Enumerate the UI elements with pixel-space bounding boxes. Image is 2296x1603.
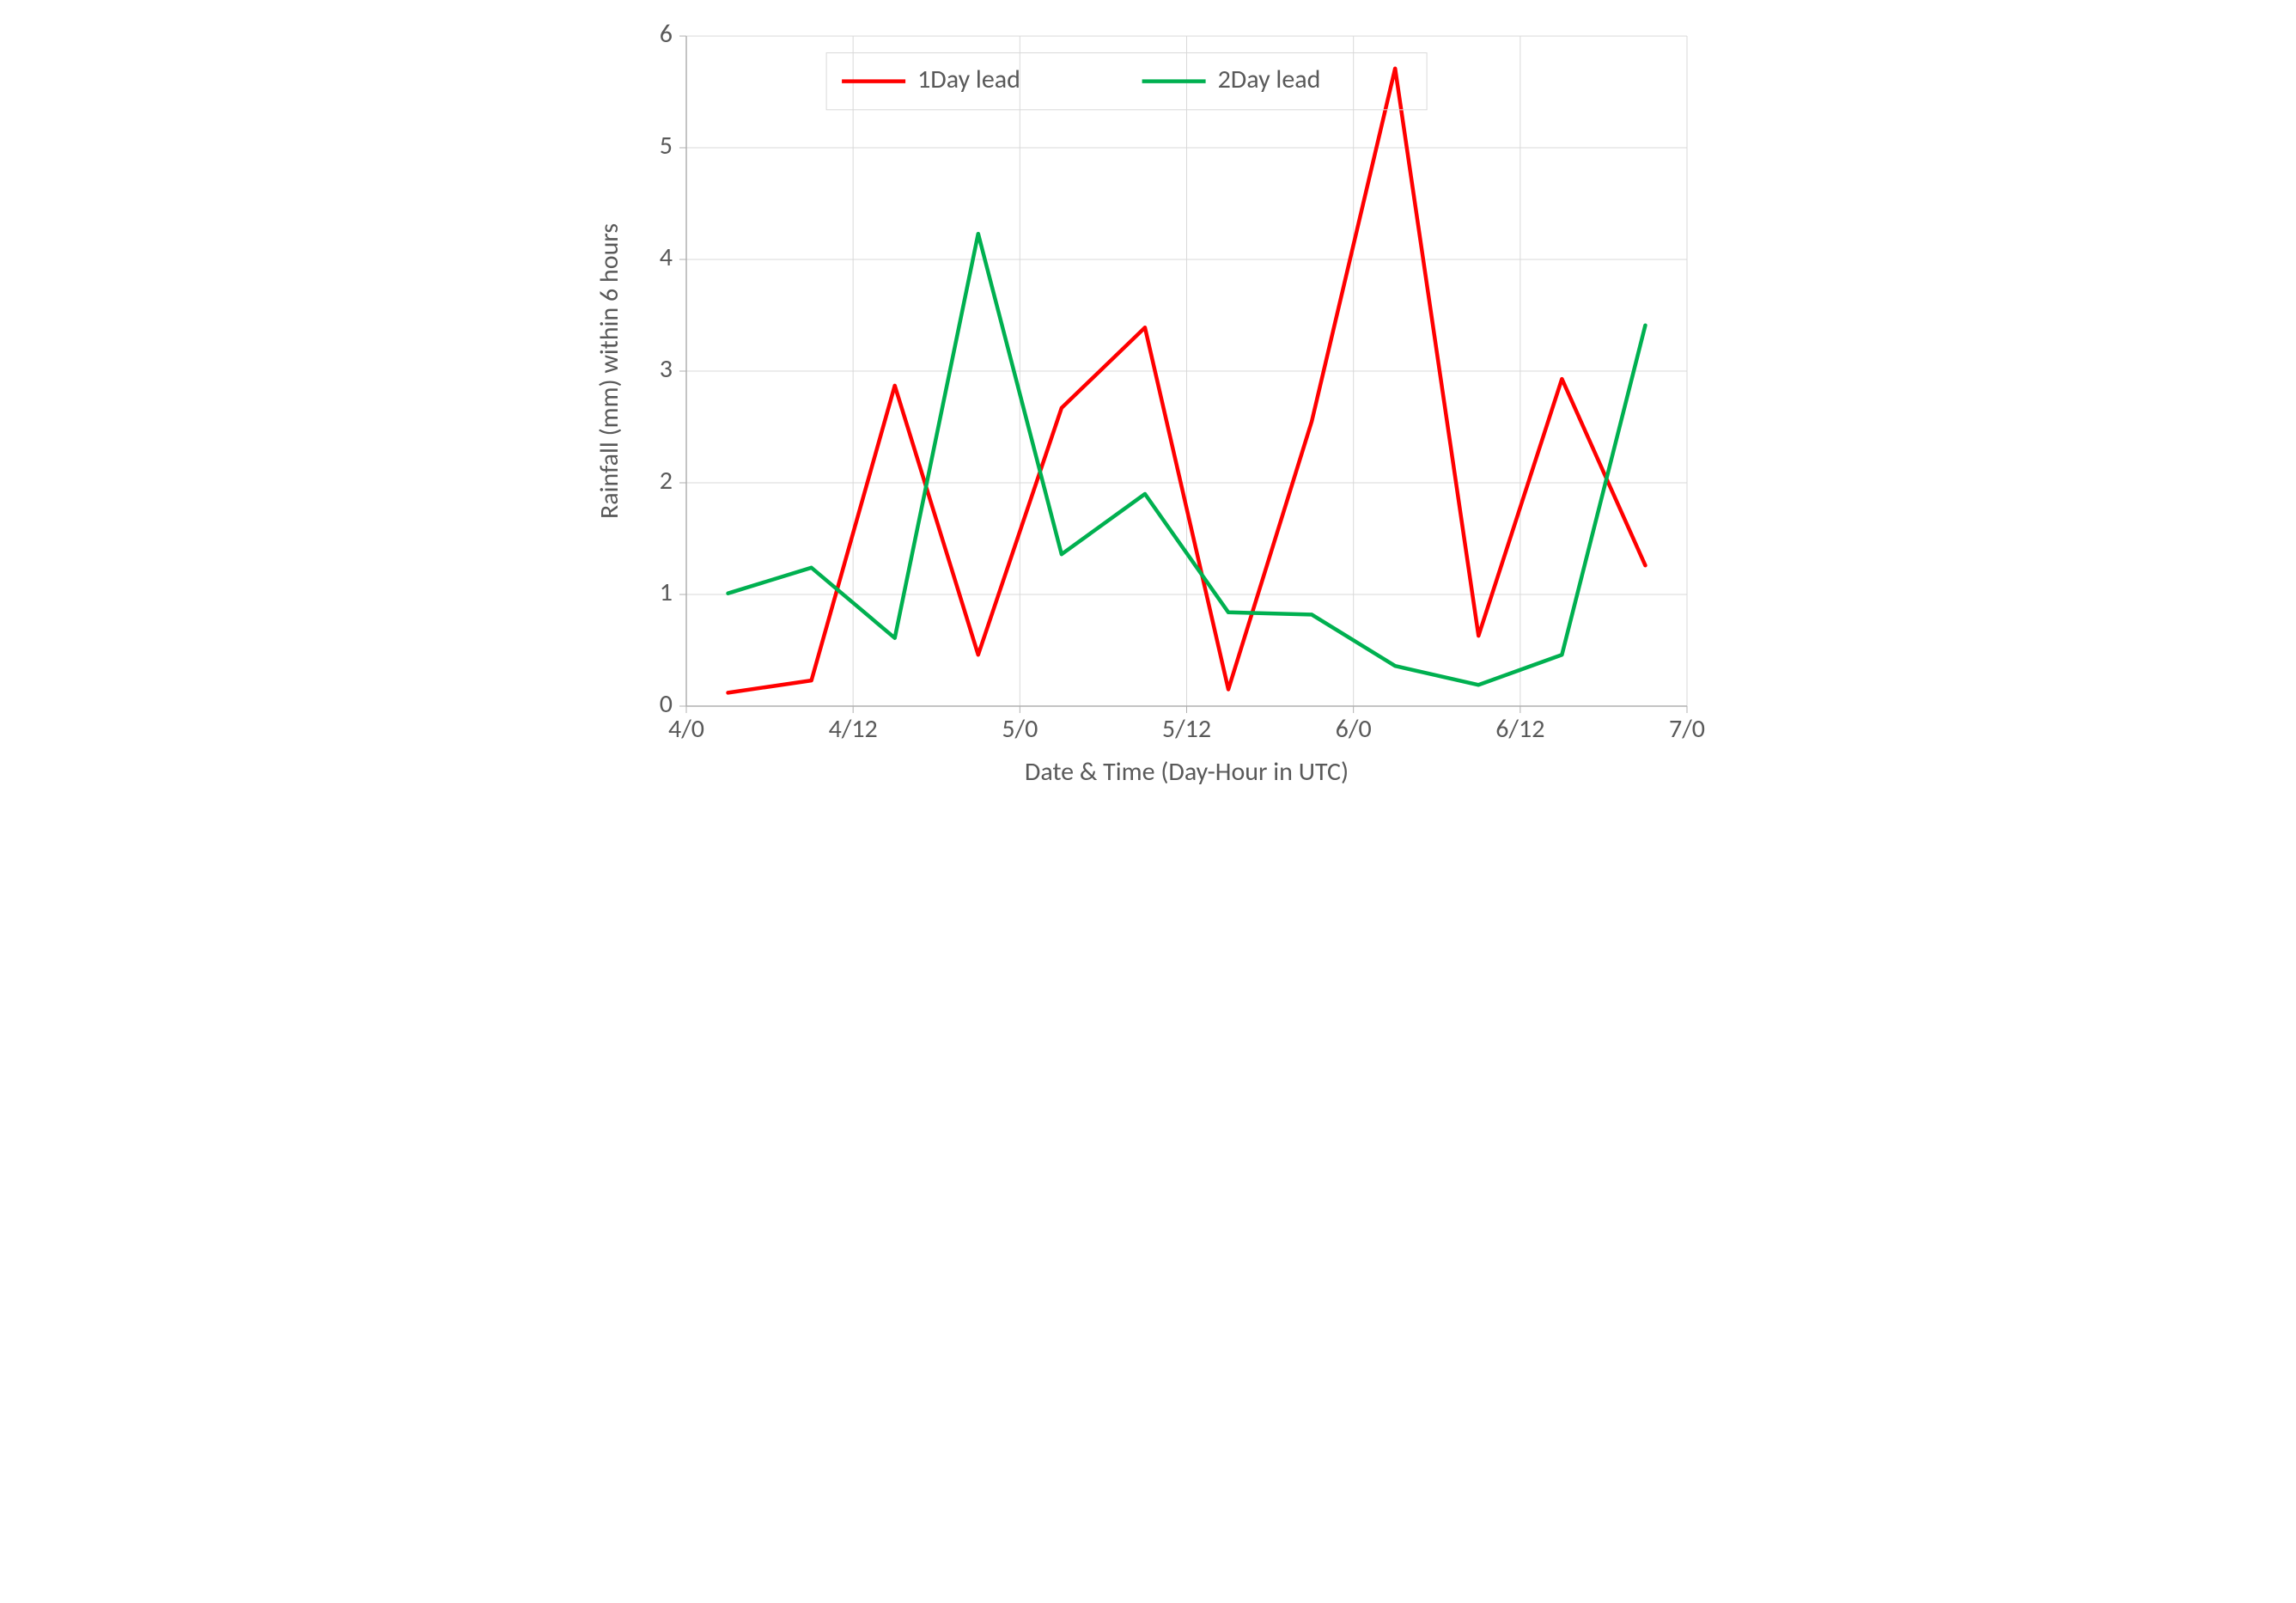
y-axis-title: Rainfall (mm) within 6 hours [594,223,625,519]
x-axis-title: Date & Time (Day-Hour in UTC) [1024,756,1348,788]
chart-svg: 01234564/04/125/05/126/06/127/0Date & Ti… [575,17,1722,819]
x-tick-label: 7/0 [1669,713,1705,745]
y-tick-label: 5 [659,130,672,162]
rainfall-line-chart: 01234564/04/125/05/126/06/127/0Date & Ti… [575,17,1722,819]
x-tick-label: 6/12 [1495,713,1544,745]
y-tick-label: 1 [659,576,672,608]
legend-label: 1Day lead [917,64,1020,95]
y-tick-label: 3 [659,353,672,385]
x-tick-label: 5/12 [1161,713,1210,745]
x-tick-label: 4/12 [828,713,877,745]
legend-label: 2Day lead [1217,64,1320,95]
y-tick-label: 4 [659,241,672,273]
y-tick-label: 6 [659,18,672,50]
x-tick-label: 4/0 [668,713,704,745]
y-tick-label: 2 [659,465,672,497]
x-tick-label: 5/0 [1002,713,1038,745]
x-tick-label: 6/0 [1335,713,1371,745]
